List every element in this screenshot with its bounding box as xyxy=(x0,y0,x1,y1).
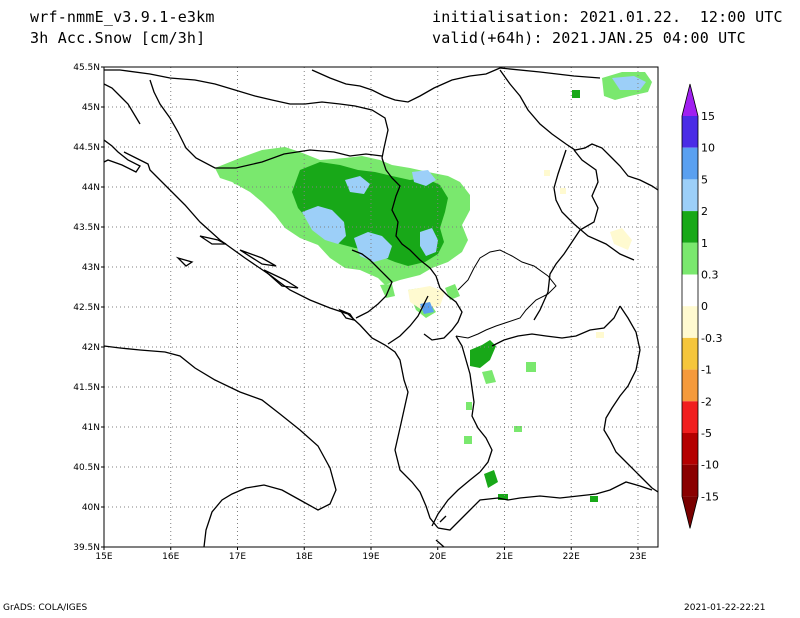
border-croatia-bosnia-north xyxy=(104,69,389,159)
colorbar-label: -1 xyxy=(701,364,712,377)
snow-area-ne-small xyxy=(572,90,580,98)
colorbar-segment xyxy=(682,211,698,243)
init-time: initialisation: 2021.01.22. 12:00 UTC xyxy=(432,8,783,26)
longitude-label: 20E xyxy=(429,552,446,562)
colorbar-segment xyxy=(682,369,698,402)
neg-area-1 xyxy=(544,170,632,338)
colorbar-label: -15 xyxy=(701,490,719,503)
coast-greece-gulf xyxy=(435,515,447,547)
border-albania-macedonia xyxy=(455,335,493,473)
valid-time: valid(+64h): 2021.JAN.25 04:00 UTC xyxy=(432,29,746,47)
border-bosnia-serbia xyxy=(381,157,441,289)
snow-field xyxy=(215,72,652,502)
border-serbia-romania xyxy=(499,69,658,191)
longitude-label: 22E xyxy=(563,552,580,562)
longitude-label: 21E xyxy=(496,552,513,562)
border-kosovo xyxy=(455,249,557,339)
latitude-label: 41.5N xyxy=(73,383,100,393)
footer-left: GrADS: COLA/IGES xyxy=(3,603,88,613)
colorbar-outline xyxy=(681,83,699,529)
colorbar-bottom-arrow xyxy=(682,496,698,529)
snow-area-ohrid xyxy=(470,340,496,368)
border-montenegro-albania xyxy=(387,295,429,345)
colorbar-segment xyxy=(682,274,698,307)
longitude-labels: 15E 16E 17E 18E 19E 20E 21E 22E 23E xyxy=(95,547,647,562)
latitude-label: 45N xyxy=(82,103,100,113)
boundaries xyxy=(104,67,658,547)
colorbar-segment xyxy=(682,464,698,497)
border-albania-greece xyxy=(431,471,481,527)
latitude-label: 40N xyxy=(82,503,100,513)
longitude-label: 19E xyxy=(362,552,379,562)
snow-area-ohrid-light xyxy=(464,362,536,444)
colorbar xyxy=(681,83,699,529)
graticule xyxy=(104,67,658,547)
colorbar-label: 15 xyxy=(701,110,715,123)
coast-greece xyxy=(437,481,653,531)
border-croatia-hungary xyxy=(149,79,383,169)
border-bosnia-montenegro xyxy=(351,249,393,319)
colorbar-labels: 15 10 5 2 1 0.3 0 -0.3 -1 -2 -5 -10 -15 xyxy=(701,110,722,503)
coast-adriatic-east xyxy=(104,139,439,529)
snow-area-peak-5 xyxy=(412,170,436,186)
longitude-label: 18E xyxy=(296,552,313,562)
snow-area-south xyxy=(484,470,598,502)
colorbar-segment xyxy=(682,433,698,465)
variable-title: 3h Acc.Snow [cm/3h] xyxy=(30,29,206,47)
longitude-label: 15E xyxy=(95,552,112,562)
colorbar-top-arrow xyxy=(682,84,698,116)
latitude-label: 39.5N xyxy=(73,543,100,553)
colorbar-label: 1 xyxy=(701,237,708,250)
border-romania-east xyxy=(499,67,601,79)
colorbar-label: 0 xyxy=(701,300,708,313)
colorbar-label: 0.3 xyxy=(701,269,719,282)
colorbar-label: 2 xyxy=(701,205,708,218)
latitude-label: 42.5N xyxy=(73,303,100,313)
latitude-label: 44.5N xyxy=(73,143,100,153)
longitude-label: 17E xyxy=(229,552,246,562)
snow-area-peak-4 xyxy=(345,176,370,194)
model-title: wrf-nmmE_v3.9.1-e3km xyxy=(30,8,215,26)
latitude-label: 44N xyxy=(82,183,100,193)
border-slovenia xyxy=(104,83,141,125)
border-macedonia-greece xyxy=(491,305,621,347)
colorbar-segment xyxy=(682,306,698,338)
colorbar-label: -10 xyxy=(701,459,719,472)
colorbar-segment xyxy=(682,179,698,212)
longitude-label: 23E xyxy=(629,552,646,562)
colorbar-segment xyxy=(682,337,698,370)
colorbar-label: 10 xyxy=(701,142,715,155)
latitude-label: 42N xyxy=(82,343,100,353)
colorbar-segment xyxy=(682,401,698,433)
colorbar-segment xyxy=(682,147,698,180)
border-serbia-bulgaria xyxy=(533,149,599,321)
colorbar-label: -5 xyxy=(701,427,712,440)
colorbar-label: 5 xyxy=(701,173,708,186)
footer-right: 2021-01-22-22:21 xyxy=(684,603,766,613)
colorbar-label: -0.3 xyxy=(701,332,722,345)
snow-area-core xyxy=(292,162,448,266)
latitude-label: 40.5N xyxy=(73,463,100,473)
colorbar-segment xyxy=(682,242,698,275)
latitude-label: 43.5N xyxy=(73,223,100,233)
latitude-label: 41N xyxy=(82,423,100,433)
longitude-label: 16E xyxy=(162,552,179,562)
colorbar-segment xyxy=(682,116,698,148)
snow-area-light-west xyxy=(228,164,254,186)
colorbar-label: -2 xyxy=(701,395,712,408)
border-bulgaria-romania xyxy=(553,149,635,261)
islands-dalmatia xyxy=(175,235,356,322)
latitude-label: 45.5N xyxy=(73,63,100,73)
border-hungary xyxy=(311,67,501,103)
border-bulgaria-greece xyxy=(603,305,658,493)
latitude-label: 43N xyxy=(82,263,100,273)
snow-area-peak-1 xyxy=(302,206,346,244)
snow-area-peak-3 xyxy=(420,228,438,256)
coast-italy xyxy=(104,345,337,547)
latitude-labels: 45.5N 45N 44.5N 44N 43.5N 43N 42.5N 42N 41.5N 41N… xyxy=(73,63,104,553)
border-montenegro-east xyxy=(423,287,463,341)
